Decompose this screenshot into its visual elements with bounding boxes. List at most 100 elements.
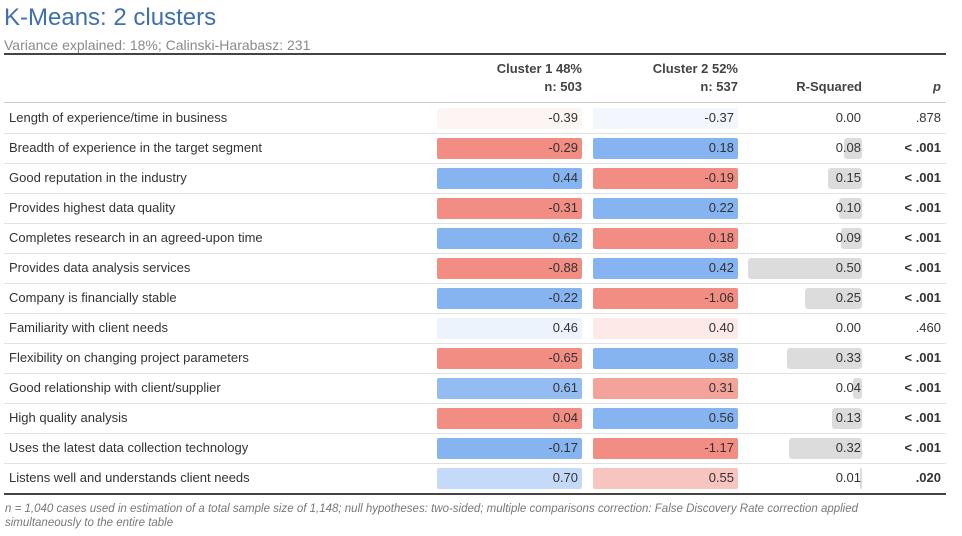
row-divider	[4, 373, 946, 374]
row-divider	[4, 403, 946, 404]
cluster-value: 0.55	[708, 470, 734, 485]
cluster-value: 0.38	[708, 350, 734, 365]
cluster-cell	[437, 468, 582, 489]
cluster-value: 0.18	[708, 140, 734, 155]
p-value: .878	[915, 110, 941, 125]
cluster-cell	[593, 408, 738, 429]
p-value: < .001	[904, 410, 941, 425]
r-squared-bar	[832, 408, 862, 429]
cluster-value: 0.70	[552, 470, 578, 485]
cluster-value: -0.22	[548, 290, 578, 305]
footnote: n = 1,040 cases used in estimation of a …	[5, 503, 859, 515]
cluster-cell	[437, 138, 582, 159]
row-divider	[4, 163, 946, 164]
row-divider	[4, 313, 946, 314]
p-value: < .001	[904, 230, 941, 245]
r-squared-value: 0.08	[835, 140, 861, 155]
cluster-cell	[437, 258, 582, 279]
cluster-value: 0.18	[708, 230, 734, 245]
row-label: Familiarity with client needs	[9, 320, 168, 335]
column-header: Cluster 1 48%	[496, 61, 582, 76]
row-label: Listens well and understands client need…	[9, 470, 250, 485]
cluster-cell	[437, 168, 582, 189]
r-squared-value: 0.33	[835, 350, 861, 365]
row-label: Breadth of experience in the target segm…	[9, 140, 262, 155]
r-squared-bar	[841, 228, 862, 249]
cluster-cell	[593, 168, 738, 189]
cluster-cell	[593, 438, 738, 459]
row-label: Uses the latest data collection technolo…	[9, 440, 249, 455]
r-squared-value: 0.00	[835, 320, 861, 335]
r-squared-value: 0.01	[835, 470, 861, 485]
cluster-value: 0.42	[708, 260, 734, 275]
cluster-value: 0.04	[552, 410, 578, 425]
r-squared-bar	[748, 258, 862, 279]
r-squared-value: 0.25	[835, 290, 861, 305]
row-label: Good relationship with client/supplier	[9, 380, 221, 395]
row-label: Provides highest data quality	[9, 200, 176, 215]
cluster-cell	[437, 408, 582, 429]
cluster-cell	[437, 288, 582, 309]
cluster-cell	[593, 258, 738, 279]
p-value: < .001	[904, 170, 941, 185]
r-squared-bar	[839, 198, 862, 219]
cluster-cell	[437, 438, 582, 459]
title: K-Means: 2 clusters	[4, 4, 217, 31]
cluster-cell	[437, 198, 582, 219]
cluster-cell	[593, 468, 738, 489]
cluster-cell	[593, 378, 738, 399]
cluster-value: 0.31	[708, 380, 734, 395]
row-divider	[4, 223, 946, 224]
cluster-value: -0.39	[548, 110, 578, 125]
cluster-value: 0.46	[552, 320, 578, 335]
row-label: High quality analysis	[9, 410, 128, 425]
rule	[4, 53, 946, 55]
p-value: < .001	[904, 440, 941, 455]
p-value: < .001	[904, 260, 941, 275]
cluster-value: 0.61	[552, 380, 578, 395]
r-squared-value: 0.32	[835, 440, 861, 455]
p-value: < .001	[904, 200, 941, 215]
cluster-cell	[593, 318, 738, 339]
r-squared-bar	[789, 438, 862, 459]
rule	[4, 493, 946, 495]
cluster-cell	[593, 138, 738, 159]
rule	[4, 102, 946, 103]
r-squared-value: 0.15	[835, 170, 861, 185]
cluster-value: 0.62	[552, 230, 578, 245]
cluster-value: 0.22	[708, 200, 734, 215]
row-label: Company is financially stable	[9, 290, 177, 305]
cluster-value: 0.56	[708, 410, 734, 425]
cluster-cell	[437, 228, 582, 249]
cluster-cell	[437, 348, 582, 369]
r-squared-bar	[843, 138, 862, 159]
cluster-cell	[593, 108, 738, 129]
cluster-value: 0.44	[552, 170, 578, 185]
cluster-value: -0.17	[548, 440, 578, 455]
cluster-cell	[593, 198, 738, 219]
row-label: Flexibility on changing project paramete…	[9, 350, 249, 365]
p-value: < .001	[904, 380, 941, 395]
footnote: simultaneously to the entire table	[5, 517, 174, 529]
r-squared-value: 0.00	[835, 110, 861, 125]
row-label: Good reputation in the industry	[9, 170, 187, 185]
cluster-value: 0.40	[708, 320, 734, 335]
column-header: R-Squared	[796, 79, 862, 94]
row-divider	[4, 463, 946, 464]
cluster-cell	[437, 378, 582, 399]
subtitle: Variance explained: 18%; Calinski-Haraba…	[4, 37, 311, 53]
cluster-value: -0.88	[548, 260, 578, 275]
row-divider	[4, 283, 946, 284]
r-squared-value: 0.13	[835, 410, 861, 425]
r-squared-value: 0.10	[835, 200, 861, 215]
cluster-cell	[593, 228, 738, 249]
row-divider	[4, 193, 946, 194]
row-label: Completes research in an agreed-upon tim…	[9, 230, 263, 245]
cluster-value: -0.19	[704, 170, 734, 185]
r-squared-bar	[786, 348, 862, 369]
row-divider	[4, 253, 946, 254]
r-squared-bar	[827, 168, 862, 189]
row-divider	[4, 433, 946, 434]
cluster-value: -0.29	[548, 140, 578, 155]
cluster-cell	[437, 108, 582, 129]
